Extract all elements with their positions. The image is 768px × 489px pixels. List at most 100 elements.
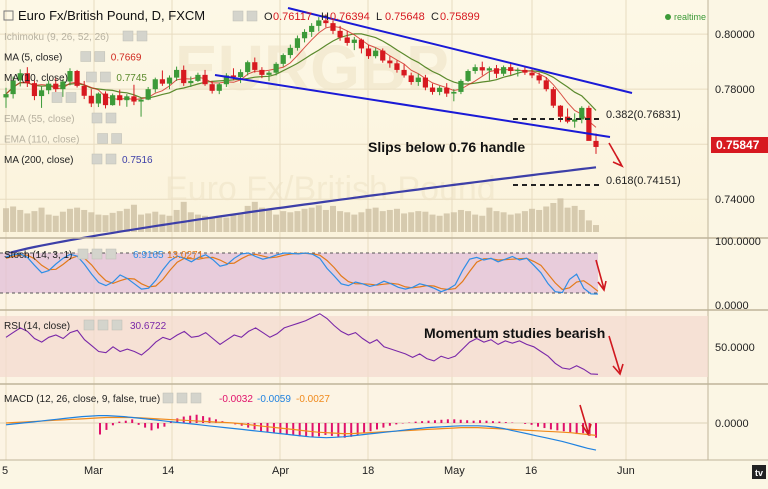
candle bbox=[486, 68, 492, 71]
fib-618-label: 0.618(0.74151) bbox=[606, 175, 681, 187]
candle bbox=[102, 93, 109, 106]
candle bbox=[252, 62, 258, 70]
volume-bar bbox=[230, 214, 237, 232]
volume-bar bbox=[472, 214, 479, 232]
candle bbox=[216, 84, 222, 91]
volume-bar bbox=[109, 212, 116, 232]
legend-eye-button bbox=[91, 153, 103, 165]
volume-bar bbox=[344, 212, 351, 232]
time-tick: 14 bbox=[162, 465, 174, 477]
stoch-eye-button[interactable] bbox=[91, 248, 103, 260]
volume-bar bbox=[436, 215, 443, 232]
legend-close-button bbox=[111, 133, 122, 144]
candle bbox=[10, 80, 16, 95]
macd-settings-button[interactable] bbox=[162, 392, 174, 404]
candle bbox=[95, 93, 102, 104]
rsi-settings-button[interactable] bbox=[83, 319, 95, 331]
candle bbox=[67, 71, 73, 82]
candle bbox=[387, 60, 393, 64]
candle bbox=[159, 79, 165, 84]
candle bbox=[557, 105, 564, 117]
stoch-close-button[interactable] bbox=[105, 248, 117, 260]
volume-bar bbox=[450, 212, 457, 232]
candle bbox=[337, 30, 343, 38]
time-tick: 16 bbox=[525, 465, 537, 477]
volume-bar bbox=[130, 204, 137, 232]
legend-label: MA (5, close) bbox=[4, 53, 62, 64]
volume-bar bbox=[401, 213, 408, 232]
candle bbox=[46, 83, 52, 91]
ma10-path bbox=[5, 33, 597, 111]
fib-382-label: 0.382(0.76831) bbox=[606, 109, 681, 121]
down-arrow-head-icon bbox=[612, 156, 624, 168]
candle bbox=[124, 96, 130, 101]
candle bbox=[266, 72, 272, 75]
last-price-box bbox=[711, 137, 768, 153]
macd-close-button[interactable] bbox=[190, 392, 202, 404]
time-tick: 5 bbox=[2, 465, 8, 477]
volume-bar bbox=[536, 209, 543, 232]
volume-bar bbox=[116, 211, 123, 232]
stoch-pane: Stoch (14, 3, 1) 6.9165 13.0271 bbox=[0, 248, 607, 295]
ma200-path bbox=[5, 166, 597, 256]
volume-bar bbox=[187, 212, 194, 232]
volume-bar bbox=[593, 225, 599, 232]
candle bbox=[550, 89, 556, 106]
candle bbox=[508, 67, 514, 72]
time-axis: 5 Mar 14 Apr 18 May 16 Jun bbox=[2, 465, 635, 477]
candle bbox=[493, 68, 500, 74]
candle bbox=[188, 80, 194, 84]
settings-button[interactable] bbox=[232, 10, 244, 22]
volume-bar bbox=[493, 211, 500, 232]
volume-bar bbox=[251, 201, 258, 232]
volume-bar bbox=[557, 198, 564, 232]
candle bbox=[202, 74, 208, 85]
candle bbox=[415, 77, 421, 83]
macd-eye-button[interactable] bbox=[176, 392, 188, 404]
legend-close-button bbox=[136, 30, 148, 42]
candle bbox=[500, 67, 507, 74]
price-tick: 0.80000 bbox=[715, 29, 755, 41]
volume-bar bbox=[465, 211, 472, 232]
volume-bar bbox=[81, 209, 88, 232]
volume-bar bbox=[159, 214, 166, 232]
candle bbox=[451, 91, 457, 94]
legend-eye-button bbox=[86, 71, 97, 83]
candle bbox=[437, 87, 443, 92]
volume-bar bbox=[173, 209, 180, 232]
realtime-label: realtime bbox=[674, 12, 706, 22]
candle bbox=[287, 47, 293, 56]
legend-eye-button bbox=[97, 133, 108, 144]
candle bbox=[515, 69, 521, 72]
collapse-toggle[interactable] bbox=[3, 10, 14, 21]
ohlc-value: 0.75899 bbox=[440, 11, 480, 23]
macd-hist-value: -0.0032 bbox=[219, 394, 253, 405]
time-tick: Mar bbox=[84, 465, 103, 477]
candle bbox=[522, 69, 528, 73]
volume-bar bbox=[24, 213, 31, 232]
volume-bars bbox=[3, 198, 599, 232]
candle bbox=[81, 85, 87, 96]
candle bbox=[110, 95, 116, 106]
close-series-button[interactable] bbox=[246, 10, 258, 22]
candle bbox=[74, 71, 80, 86]
volume-bar bbox=[408, 212, 415, 232]
candle bbox=[536, 75, 542, 81]
volume-bar bbox=[543, 206, 550, 232]
volume-bar bbox=[500, 212, 507, 232]
candle bbox=[166, 77, 173, 84]
macd-signal-value: -0.0027 bbox=[296, 394, 330, 405]
volume-bar bbox=[258, 207, 265, 232]
volume-bar bbox=[152, 211, 159, 232]
volume-bar bbox=[138, 214, 145, 232]
rsi-eye-button[interactable] bbox=[97, 319, 109, 331]
volume-bar bbox=[223, 217, 230, 232]
legend-close-button bbox=[105, 112, 117, 124]
volume-bar bbox=[550, 203, 557, 232]
rsi-close-button[interactable] bbox=[111, 319, 123, 331]
volume-bar bbox=[486, 207, 493, 232]
stoch-settings-button[interactable] bbox=[77, 248, 89, 260]
macd-signal-path bbox=[5, 416, 597, 436]
